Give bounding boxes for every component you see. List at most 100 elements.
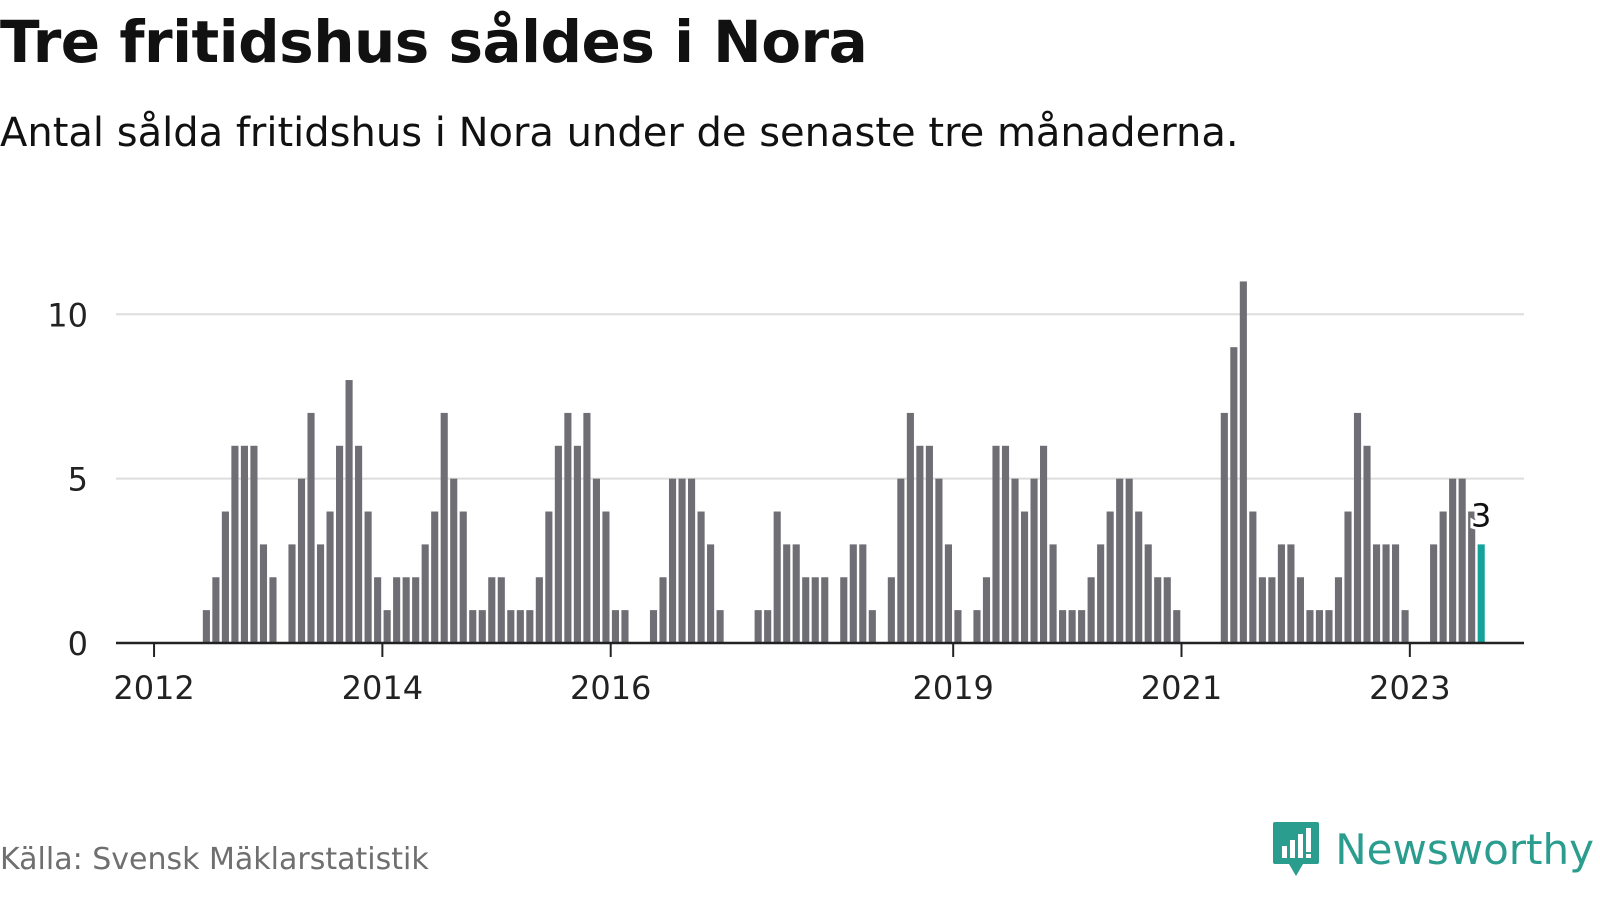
bar — [897, 478, 905, 643]
bar — [1230, 347, 1238, 643]
bar — [754, 610, 762, 643]
bar — [345, 380, 353, 643]
bar — [288, 544, 296, 643]
bar — [840, 577, 848, 643]
bar — [440, 412, 448, 643]
bar — [374, 577, 382, 643]
bar — [221, 511, 229, 643]
bar — [469, 610, 477, 643]
bar — [849, 544, 857, 643]
bar — [1087, 577, 1095, 643]
chart-title: Tre fritidshus såldes i Nora — [0, 8, 868, 76]
bar — [488, 577, 496, 643]
bar — [326, 511, 334, 643]
x-tick-label: 2016 — [570, 669, 651, 707]
bar — [240, 445, 248, 643]
bar — [393, 577, 401, 643]
bar — [450, 478, 458, 643]
bar — [621, 610, 629, 643]
bar — [1334, 577, 1343, 643]
bar — [668, 478, 677, 643]
bar — [459, 511, 467, 643]
bar — [497, 577, 505, 643]
bar — [1258, 577, 1266, 643]
bar — [231, 445, 239, 643]
bar — [925, 445, 933, 643]
bar — [688, 478, 696, 643]
bar — [1239, 281, 1247, 643]
bar — [1430, 544, 1438, 643]
bar — [336, 445, 344, 643]
bar — [1449, 478, 1457, 643]
bar — [802, 577, 810, 643]
bar — [1372, 544, 1381, 643]
bar — [868, 610, 876, 643]
bar — [1116, 478, 1124, 643]
bar — [412, 577, 420, 643]
bar — [1097, 544, 1105, 643]
bar — [906, 412, 914, 643]
y-tick-label: 10 — [47, 296, 88, 334]
brand-name: Newsworthy — [1335, 824, 1594, 874]
bar — [1020, 511, 1029, 643]
bar — [250, 445, 258, 643]
bar — [1353, 412, 1362, 643]
bar — [554, 445, 562, 643]
bar — [259, 544, 268, 643]
bar — [1306, 610, 1314, 643]
bar — [535, 577, 543, 643]
bar — [916, 445, 924, 643]
bar — [1125, 478, 1133, 643]
highlight-value-label: 3 — [1471, 496, 1491, 534]
bar — [1382, 544, 1390, 643]
bar — [269, 577, 277, 643]
bar — [1401, 610, 1409, 643]
bar — [202, 610, 210, 643]
bar — [1220, 412, 1228, 643]
newsworthy-logo-icon — [1273, 822, 1320, 876]
bar — [944, 544, 952, 643]
x-tick-label: 2023 — [1369, 669, 1450, 707]
bar — [421, 544, 429, 643]
bar — [649, 610, 658, 643]
bar — [973, 610, 981, 643]
bar — [821, 577, 829, 643]
bar — [316, 544, 325, 643]
bar — [1059, 610, 1067, 643]
bar — [992, 445, 1000, 643]
bar — [516, 610, 524, 643]
bar — [526, 610, 534, 643]
bar — [1135, 511, 1143, 643]
y-tick-label: 0 — [68, 625, 88, 663]
bar — [659, 577, 667, 643]
bar — [1363, 445, 1371, 643]
bar-chart: 0 5 10 3 2012 2014 2016 2019 2021 2023 — [47, 281, 1524, 707]
bar — [935, 478, 943, 643]
bar — [1249, 511, 1257, 643]
x-tick-label: 2012 — [113, 669, 194, 707]
bar — [716, 610, 724, 643]
bar — [859, 544, 867, 643]
bar — [545, 511, 553, 643]
bar — [1106, 511, 1114, 643]
brand-logo: Newsworthy — [1271, 820, 1594, 878]
bar — [1296, 577, 1304, 643]
bar — [764, 610, 772, 643]
bar — [1068, 610, 1076, 643]
bar — [1268, 577, 1276, 643]
bar — [1468, 511, 1476, 643]
highlight-bar — [1477, 544, 1485, 643]
bar — [792, 544, 800, 643]
y-tick-label: 5 — [68, 461, 88, 499]
bar — [954, 610, 962, 643]
bar — [507, 610, 515, 643]
bar — [773, 511, 781, 643]
bar — [1001, 445, 1010, 643]
bar — [887, 577, 895, 643]
bar — [1344, 511, 1352, 643]
bar — [1173, 610, 1181, 643]
bar — [697, 511, 705, 643]
bar — [297, 478, 306, 643]
bar — [1458, 478, 1466, 643]
bar — [583, 412, 591, 643]
